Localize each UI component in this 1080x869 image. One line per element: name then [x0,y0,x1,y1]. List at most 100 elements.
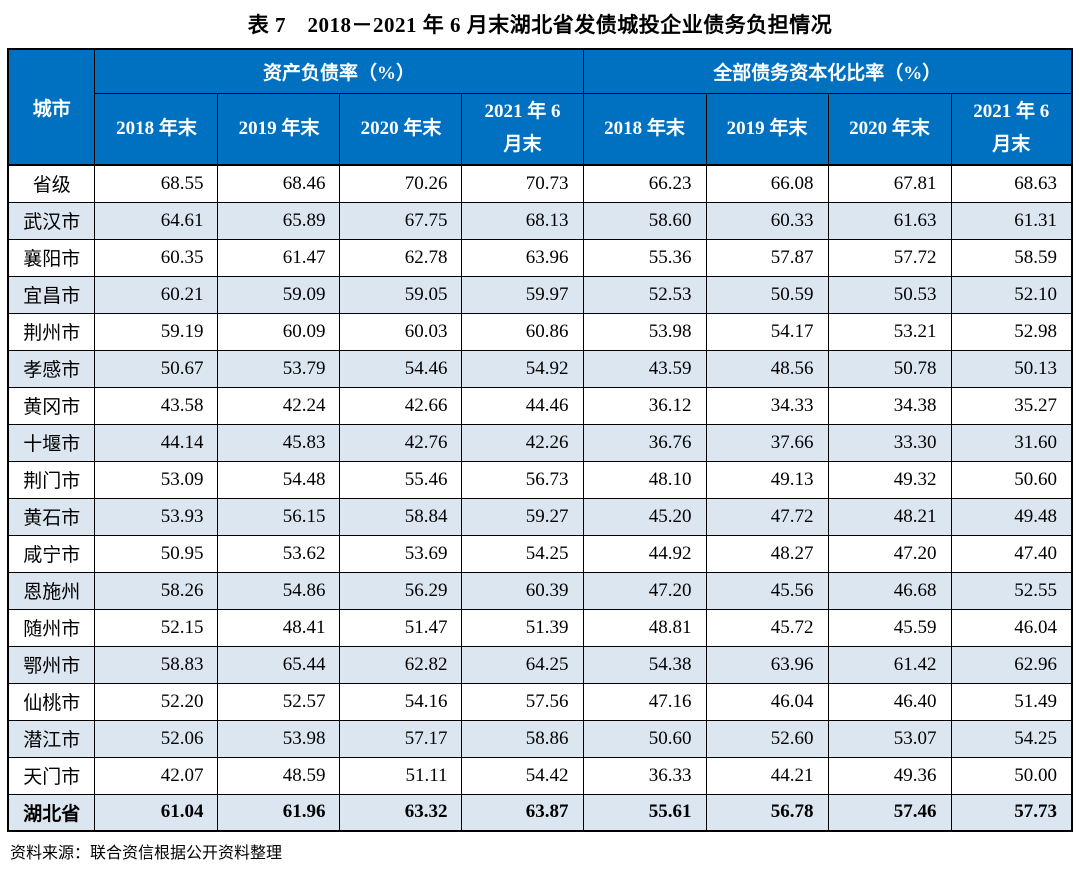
value-cell: 56.29 [339,571,463,610]
value-cell: 48.59 [217,756,341,795]
value-cell: 57.87 [705,238,829,277]
period-header: 2021 年 6 月末 [461,92,584,166]
value-cell: 58.86 [461,719,584,758]
value-cell: 55.46 [339,460,463,499]
value-cell: 45.83 [217,423,341,462]
period-header: 2019 年末 [705,92,829,166]
value-cell: 58.60 [582,201,707,240]
value-cell: 48.10 [582,460,707,499]
value-cell: 47.20 [582,571,707,610]
value-cell: 53.69 [339,534,463,573]
value-cell: 52.57 [217,682,341,721]
value-cell: 57.56 [461,682,584,721]
value-cell: 42.26 [461,423,584,462]
city-cell: 十堰市 [7,423,96,462]
value-cell: 50.78 [827,349,952,388]
value-cell: 60.39 [461,571,584,610]
table-row: 仙桃市 52.20 52.57 54.16 57.56 47.16 46.04 46.40 51… [7,682,1073,721]
period-header: 2018 年末 [94,92,219,166]
value-cell: 58.83 [94,645,219,684]
table-title: 表 7 2018－2021 年 6 月末湖北省发债城投企业债务负担情况 [247,13,833,37]
table-row: 咸宁市 50.95 53.62 53.69 54.25 44.92 48.27 47.20 47… [7,534,1073,573]
value-cell: 44.92 [582,534,707,573]
value-cell: 48.56 [705,349,829,388]
value-cell: 70.26 [339,164,463,203]
value-cell: 42.66 [339,386,463,425]
value-cell: 63.96 [461,238,584,277]
value-cell: 52.20 [94,682,219,721]
value-cell: 57.73 [950,793,1073,832]
value-cell: 66.08 [705,164,829,203]
value-cell: 54.48 [217,460,341,499]
table-row: 黄石市 53.93 56.15 58.84 59.27 45.20 47.72 48.21 49… [7,497,1073,536]
value-cell: 68.13 [461,201,584,240]
value-cell: 54.42 [461,756,584,795]
value-cell: 44.14 [94,423,219,462]
value-cell: 46.40 [827,682,952,721]
table-row: 随州市 52.15 48.41 51.47 51.39 48.81 45.72 45.59 46… [7,608,1073,647]
value-cell: 50.95 [94,534,219,573]
value-cell: 33.30 [827,423,952,462]
table-row: 湖北省 61.04 61.96 63.32 63.87 55.61 56.78 57.46 57… [7,793,1073,832]
city-cell: 黄冈市 [7,386,96,425]
value-cell: 50.53 [827,275,952,314]
value-cell: 50.60 [582,719,707,758]
value-cell: 52.10 [950,275,1073,314]
city-cell: 武汉市 [7,201,96,240]
city-cell: 潜江市 [7,719,96,758]
value-cell: 34.33 [705,386,829,425]
value-cell: 43.58 [94,386,219,425]
value-cell: 65.44 [217,645,341,684]
value-cell: 54.16 [339,682,463,721]
city-cell: 咸宁市 [7,534,96,573]
value-cell: 62.78 [339,238,463,277]
value-cell: 58.59 [950,238,1073,277]
city-cell: 仙桃市 [7,682,96,721]
value-cell: 61.04 [94,793,219,832]
table-body: 省级 68.55 68.46 70.26 70.73 66.23 66.08 67.81 68.… [7,164,1073,832]
value-cell: 59.27 [461,497,584,536]
value-cell: 42.24 [217,386,341,425]
value-cell: 59.09 [217,275,341,314]
value-cell: 48.81 [582,608,707,647]
value-cell: 53.79 [217,349,341,388]
value-cell: 47.16 [582,682,707,721]
value-cell: 52.06 [94,719,219,758]
value-cell: 51.47 [339,608,463,647]
value-cell: 59.19 [94,312,219,351]
city-cell: 襄阳市 [7,238,96,277]
table-row: 荆州市 59.19 60.09 60.03 60.86 53.98 54.17 53.21 52… [7,312,1073,351]
table-row: 孝感市 50.67 53.79 54.46 54.92 43.59 48.56 50.78 50… [7,349,1073,388]
value-cell: 48.21 [827,497,952,536]
value-cell: 48.27 [705,534,829,573]
value-cell: 36.12 [582,386,707,425]
value-cell: 54.86 [217,571,341,610]
period-header: 2019 年末 [217,92,341,166]
period-header: 2020 年末 [339,92,463,166]
value-cell: 42.76 [339,423,463,462]
value-cell: 58.84 [339,497,463,536]
value-cell: 53.07 [827,719,952,758]
city-cell: 荆州市 [7,312,96,351]
value-cell: 66.23 [582,164,707,203]
value-cell: 51.11 [339,756,463,795]
value-cell: 37.66 [705,423,829,462]
period-header: 2018 年末 [582,92,707,166]
value-cell: 54.17 [705,312,829,351]
value-cell: 70.73 [461,164,584,203]
value-cell: 53.98 [217,719,341,758]
table-row: 荆门市 53.09 54.48 55.46 56.73 48.10 49.13 49.32 50… [7,460,1073,499]
debt-burden-table: 城市 资产负债率（%） 全部债务资本化比率（%） 2018 年末 2019 年末… [6,48,1074,832]
value-cell: 49.36 [827,756,952,795]
value-cell: 61.42 [827,645,952,684]
value-cell: 56.15 [217,497,341,536]
value-cell: 60.86 [461,312,584,351]
value-cell: 45.59 [827,608,952,647]
city-cell: 随州市 [7,608,96,647]
value-cell: 61.47 [217,238,341,277]
value-cell: 68.46 [217,164,341,203]
value-cell: 52.98 [950,312,1073,351]
city-cell: 黄石市 [7,497,96,536]
value-cell: 64.25 [461,645,584,684]
